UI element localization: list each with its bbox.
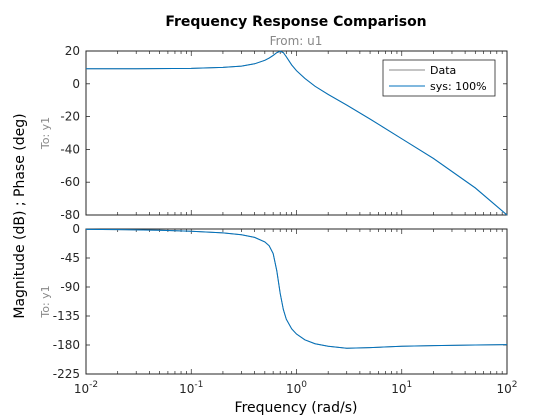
chart-subtitle: From: u1 <box>270 34 323 48</box>
x-tick-label: 100 <box>286 380 307 396</box>
magnitude-series-sys-line <box>86 50 508 216</box>
phase-ytick-label: -180 <box>53 338 80 352</box>
phase-ytick-label: -45 <box>60 251 80 265</box>
legend: Data sys: 100% <box>382 59 496 97</box>
magnitude-ytick-label: 0 <box>72 77 80 91</box>
phase-plot-area <box>85 228 508 375</box>
y-axis-label: Magnitude (dB) ; Phase (deg) <box>12 113 28 318</box>
phase-row-label: To: y1 <box>39 285 52 318</box>
x-tick-label: 101 <box>391 380 412 396</box>
magnitude-ytick-label: -60 <box>60 175 80 189</box>
chart-marks: 20 0 -20 -40 -60 -80 To: y1 0 -45 -90 -135 -180 -225… <box>39 44 518 396</box>
phase-series-sys-line <box>85 228 508 349</box>
magnitude-ytick-label: -40 <box>60 142 80 156</box>
magnitude-ytick-label: -20 <box>60 110 80 124</box>
phase-ytick-label: -90 <box>60 280 80 294</box>
legend-label-sys: sys: 100% <box>430 80 487 93</box>
legend-box <box>382 59 496 97</box>
magnitude-ytick-label: -80 <box>60 208 80 222</box>
magnitude-ytick-label: 20 <box>65 44 80 58</box>
phase-ytick-label: -135 <box>53 309 80 323</box>
phase-ytick-label: 0 <box>72 222 80 236</box>
chart-title: Frequency Response Comparison <box>165 14 426 30</box>
x-tick-label: 102 <box>496 380 517 396</box>
x-tick-label: 10-2 <box>74 380 98 396</box>
legend-label-data: Data <box>430 64 456 77</box>
x-axis-label: Frequency (rad/s) <box>235 400 358 416</box>
magnitude-row-label: To: y1 <box>39 117 52 150</box>
phase-ytick-label: -225 <box>53 367 80 381</box>
x-tick-label: 10-1 <box>179 380 203 396</box>
